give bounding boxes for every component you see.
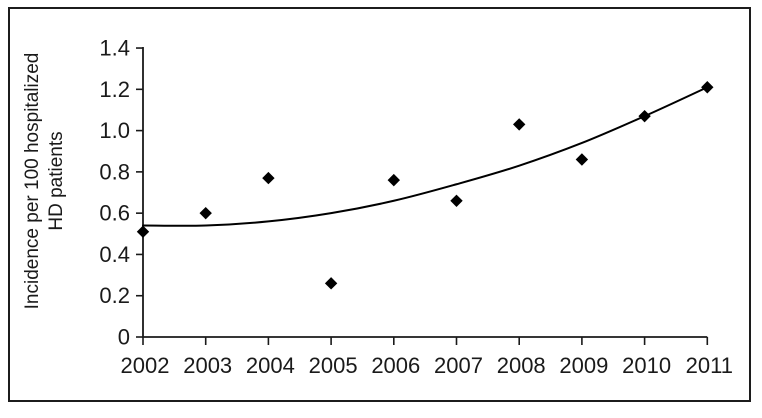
data-point-2006 [387,173,400,187]
y-tick-label: 0 [118,325,130,350]
data-point-2010 [638,109,651,123]
data-point-2007 [450,194,463,207]
x-tick-label: 2002 [121,353,170,378]
x-tick-label: 2008 [497,353,546,378]
y-tick-label: 0.6 [99,201,130,226]
x-tick-label: 2011 [686,353,733,378]
x-tick-label: 2004 [246,353,295,378]
data-point-2005 [324,277,338,290]
figure-border [8,7,751,402]
y-tick-label: 1.0 [99,118,130,143]
y-axis-title-line1: Incidence per 100 hospitalized [22,53,43,310]
data-point-2003 [199,206,212,220]
y-axis-title-line2: HD patients [46,131,67,230]
y-tick-label: 1.2 [99,77,130,102]
data-point-2008 [513,118,526,131]
y-tick-label: 1.4 [99,36,130,61]
data-point-2009 [575,153,589,166]
x-tick-label: 2005 [309,353,358,378]
y-tick-label: 0.4 [99,242,130,267]
data-point-2011 [701,81,714,94]
x-tick-label: 2003 [183,353,232,378]
x-tick-label: 2009 [559,353,608,378]
y-tick-label: 0.2 [99,283,130,308]
x-tick-label: 2006 [371,353,420,378]
data-point-2004 [262,171,275,185]
data-point-2002 [136,225,150,238]
x-tick-label: 2010 [622,353,671,378]
y-tick-label: 0.8 [99,159,130,184]
x-tick-label: 2007 [434,353,483,378]
trend-line [142,86,709,227]
